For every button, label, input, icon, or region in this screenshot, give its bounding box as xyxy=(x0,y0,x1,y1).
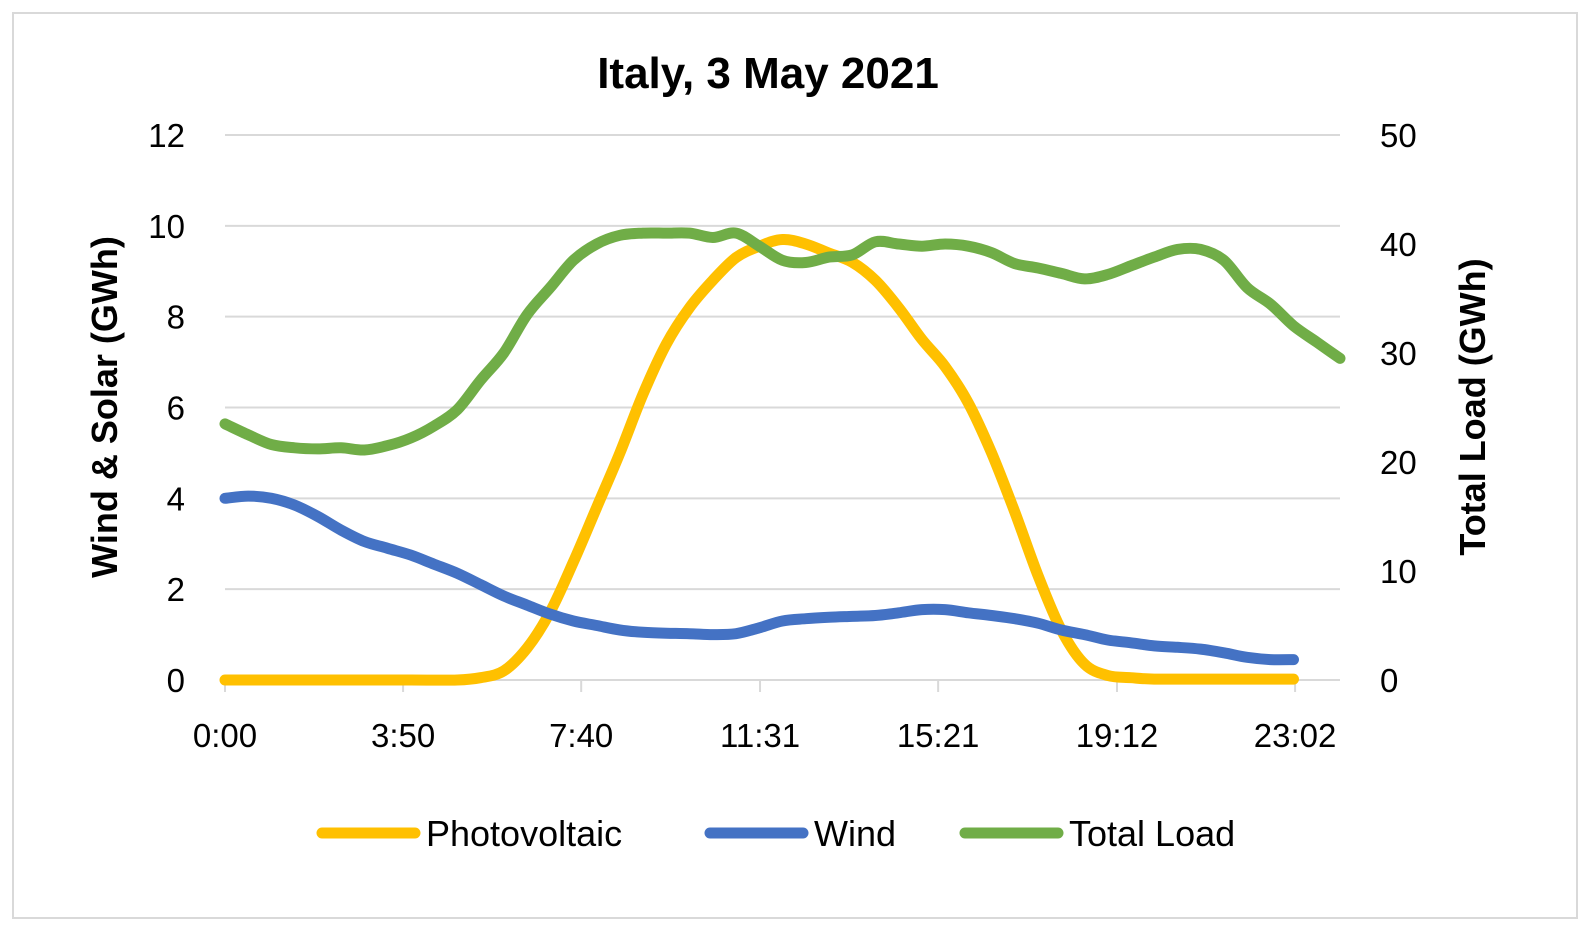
series-line-wind xyxy=(219,490,1299,666)
chart-frame xyxy=(12,12,1578,919)
right-axis-title: Total Load (GWh) xyxy=(1452,258,1493,555)
left-tick-label: 8 xyxy=(167,299,185,336)
x-tick-label: 19:12 xyxy=(1076,717,1159,754)
series-lines xyxy=(219,227,1346,686)
right-tick-label: 30 xyxy=(1380,335,1417,372)
x-tick-label: 3:50 xyxy=(371,717,435,754)
left-tick-label: 10 xyxy=(148,208,185,245)
series-line-total-load xyxy=(219,227,1346,456)
right-axis-ticks: 0 10 20 30 40 50 xyxy=(1380,117,1417,699)
chart-title: Italy, 3 May 2021 xyxy=(597,49,939,98)
x-tick-label: 11:31 xyxy=(720,717,800,754)
left-tick-label: 4 xyxy=(167,480,185,517)
legend-item-photovoltaic: Photovoltaic xyxy=(316,813,622,854)
left-tick-label: 12 xyxy=(148,117,185,154)
right-tick-label: 10 xyxy=(1380,553,1417,590)
legend-label: Wind xyxy=(814,813,896,854)
left-tick-label: 0 xyxy=(167,662,185,699)
x-tick-label: 7:40 xyxy=(549,717,613,754)
left-axis-ticks: 0 2 4 6 8 10 12 xyxy=(148,117,185,699)
legend-label: Photovoltaic xyxy=(426,813,622,854)
left-tick-label: 6 xyxy=(167,390,185,427)
series-line-photovoltaic xyxy=(219,233,1299,686)
x-tick-label: 15:21 xyxy=(897,717,980,754)
left-axis-title: Wind & Solar (GWh) xyxy=(84,236,125,578)
x-tick-label: 23:02 xyxy=(1254,717,1337,754)
left-tick-label: 2 xyxy=(167,571,185,608)
legend-label: Total Load xyxy=(1069,813,1235,854)
right-tick-label: 20 xyxy=(1380,444,1417,481)
right-tick-label: 40 xyxy=(1380,226,1417,263)
right-tick-label: 0 xyxy=(1380,662,1398,699)
x-tick-label: 0:00 xyxy=(193,717,257,754)
legend: Photovoltaic Wind Total Load xyxy=(316,813,1235,854)
x-axis-ticks: 0:00 3:50 7:40 11:31 15:21 19:12 23:02 xyxy=(193,679,1340,754)
right-tick-label: 50 xyxy=(1380,117,1417,154)
gridlines xyxy=(225,134,1340,681)
legend-item-total-load: Total Load xyxy=(959,813,1235,854)
legend-item-wind: Wind xyxy=(704,813,896,854)
